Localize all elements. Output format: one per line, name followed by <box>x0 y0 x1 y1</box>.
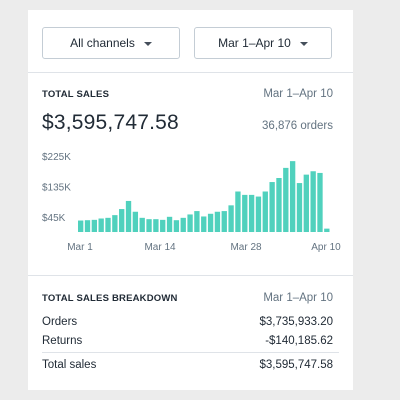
chevron-down-icon <box>143 41 152 46</box>
chart-bar[interactable] <box>289 161 296 233</box>
channel-filter-button[interactable]: All channels <box>42 27 180 59</box>
total-sales-date-range: Mar 1–Apr 10 <box>263 88 333 100</box>
chart-bar[interactable] <box>317 172 323 232</box>
chart-bar[interactable] <box>84 220 91 232</box>
chart-bar[interactable] <box>187 214 193 232</box>
chart-bar[interactable] <box>166 216 173 232</box>
chart-bar[interactable] <box>146 219 152 232</box>
breakdown-row-value: -$140,185.62 <box>265 335 333 347</box>
chart-bar[interactable] <box>194 211 200 232</box>
divider <box>42 352 339 353</box>
chart-bar[interactable] <box>296 183 303 232</box>
chart-bar[interactable] <box>112 215 118 233</box>
chart-bar[interactable] <box>139 217 145 232</box>
total-orders-count: 36,876 orders <box>262 120 333 132</box>
x-tick-label: Apr 10 <box>311 242 341 253</box>
chart-bar[interactable] <box>153 219 159 232</box>
chart-bar[interactable] <box>248 194 255 233</box>
date-range-filter-label: Mar 1–Apr 10 <box>218 36 291 50</box>
chart-bar[interactable] <box>119 209 125 232</box>
chart-bar[interactable] <box>303 174 309 233</box>
divider <box>28 72 353 73</box>
chart-bar[interactable] <box>262 191 268 233</box>
chart-bar[interactable] <box>98 218 104 233</box>
divider <box>28 275 353 276</box>
chart-bar[interactable] <box>235 191 241 233</box>
chart-bar[interactable] <box>324 228 330 233</box>
chart-bar[interactable] <box>105 217 111 232</box>
breakdown-date-range: Mar 1–Apr 10 <box>263 292 333 304</box>
sales-card: All channels Mar 1–Apr 10 TOTAL SALES Ma… <box>28 10 353 390</box>
date-range-filter-button[interactable]: Mar 1–Apr 10 <box>194 27 332 59</box>
chart-bar[interactable] <box>283 167 289 233</box>
y-tick-label: $135K <box>42 182 71 193</box>
breakdown-row-value: $3,595,747.58 <box>259 359 333 371</box>
breakdown-row-value: $3,735,933.20 <box>259 316 333 328</box>
chart-bar[interactable] <box>201 216 207 232</box>
chart-bar[interactable] <box>242 194 248 233</box>
chart-bar[interactable] <box>78 220 84 232</box>
chart-bar[interactable] <box>310 171 316 232</box>
chart-bar[interactable] <box>255 196 262 232</box>
chart-bar[interactable] <box>173 220 180 232</box>
sales-bar-chart: $225K $135K $45K Mar 1 Mar 14 Mar 28 Apr 10 <box>42 152 341 253</box>
x-tick-label: Mar 28 <box>230 242 262 253</box>
total-sales-amount: $3,595,747.58 <box>42 111 179 134</box>
filter-bar: All channels Mar 1–Apr 10 <box>42 27 332 59</box>
chart-bar[interactable] <box>91 219 98 232</box>
breakdown-title: TOTAL SALES BREAKDOWN <box>42 293 178 304</box>
chart-bar[interactable] <box>228 205 234 232</box>
breakdown-row-label: Returns <box>42 335 83 347</box>
chart-bar[interactable] <box>160 219 166 232</box>
x-tick-label: Mar 1 <box>67 242 93 253</box>
breakdown-row-label: Orders <box>42 316 78 328</box>
total-sales-title: TOTAL SALES <box>42 89 110 100</box>
chart-bar[interactable] <box>132 211 139 232</box>
y-tick-label: $225K <box>42 152 71 163</box>
chart-bar[interactable] <box>214 211 221 232</box>
chart-bar[interactable] <box>125 200 132 232</box>
chart-bar[interactable] <box>180 217 186 232</box>
x-tick-label: Mar 14 <box>144 242 176 253</box>
chart-bar[interactable] <box>269 182 275 232</box>
breakdown-row-label: Total sales <box>42 359 97 371</box>
chart-bar[interactable] <box>221 211 227 232</box>
chevron-down-icon <box>299 41 308 46</box>
y-tick-label: $45K <box>42 213 66 224</box>
channel-filter-label: All channels <box>70 36 135 50</box>
chart-bar[interactable] <box>276 178 282 232</box>
chart-bar[interactable] <box>207 213 214 232</box>
